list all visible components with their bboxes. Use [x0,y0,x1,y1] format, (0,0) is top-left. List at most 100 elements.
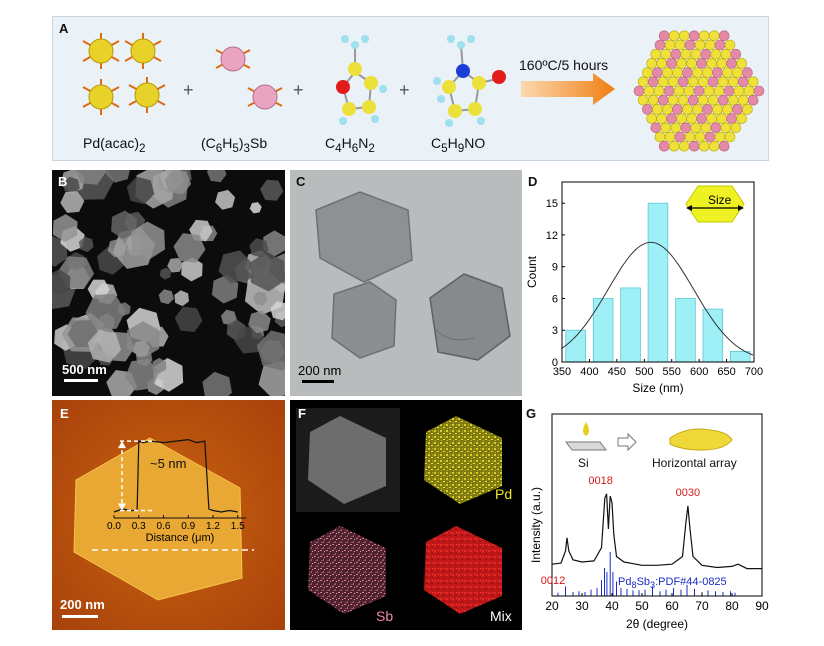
product-atom [726,113,737,124]
product-atom [696,113,707,124]
histogram-bar [675,298,696,363]
product-atom [714,39,726,51]
sem-nanoplate [126,176,155,205]
result-label: Horizontal array [652,456,737,470]
sem-nanoplate [174,290,189,307]
product-atom [687,76,699,88]
product-atom [706,113,717,124]
product-atom [662,104,673,115]
product-atom [684,39,696,51]
product-atom [633,85,645,97]
product-atom [696,58,707,69]
product-atom [686,113,697,124]
product-atom [690,122,702,134]
product-atom [658,30,670,42]
histogram-bar [702,308,724,363]
product-atom [710,122,722,134]
product-atom [663,85,675,97]
x-tick-label: 30 [575,599,589,613]
product-atom [714,131,726,143]
product-atom [737,94,749,106]
reagent-pd-acac: Pd(acac)2 [83,135,146,155]
sem-nanoplate [87,279,110,299]
product-atom [732,104,743,115]
product-atom [698,140,710,152]
nmp-molecule-icon [433,35,506,127]
product-atom [643,85,655,97]
y-tick-label: 9 [552,262,558,274]
product-atom [742,104,753,115]
product-atom [664,131,676,143]
sem-nanoplates-image [52,170,285,396]
pd-map-label: Pd [495,486,513,502]
y-tick-label: 12 [546,230,558,242]
sem-nanoplate [62,176,80,195]
product-atom [708,30,720,42]
product-atom [724,131,736,143]
product-atom [697,94,709,106]
product-atom [680,122,692,134]
product-atom [654,39,666,51]
x-tick-label: 350 [553,366,571,378]
panel-d-label: D [528,174,538,189]
product-atom [704,39,716,51]
height-profile-line [113,438,238,513]
product-atom [730,48,742,60]
product-atom [650,122,662,134]
peak-label: 0030 [676,487,700,499]
product-atom [670,122,682,134]
product-atom [720,48,732,60]
product-atom [724,39,736,51]
xrd-pattern-chart: 20 30 40 50 60 70 80 90 2θ (degree) Intensity (a.… [529,413,769,631]
x-tick-label: 0.3 [132,521,146,532]
product-atom [726,58,737,69]
x-tick-label: 700 [745,366,763,378]
scale-bar [302,380,334,383]
x-tick-label: 50 [635,599,649,613]
product-atom [646,58,657,69]
histogram-bar [565,329,586,363]
product-atom [668,140,680,152]
product-atom [682,67,693,78]
product-atom [660,122,672,134]
eds-maps-image [296,408,516,624]
x-tick-label: 550 [663,366,681,378]
sem-nanoplate [173,233,206,263]
size-distribution-chart: 350 400 450 500 550 600 650 700 0 3 6 9 12 15 Size (nm… [525,181,763,395]
product-atom [670,48,682,60]
product-atom [666,113,677,124]
product-atom [653,85,665,97]
product-atom [662,67,673,78]
synthesis-scheme-graphic [82,30,765,152]
x-tick-label: 600 [690,366,708,378]
sem-nanoplate [87,330,122,363]
sem-nanoplate [52,269,71,296]
sem-nanoplate [74,170,107,185]
product-atom [704,131,716,143]
sem-nanoplate [174,306,203,332]
panel-g-label: G [526,406,537,421]
product-atom [693,85,705,97]
product-atom [657,76,669,88]
sem-nanoplate [270,301,285,321]
sem-nanoplate [132,340,150,357]
mix-map-label: Mix [490,608,512,624]
x-tick-label: 1.5 [231,521,245,532]
product-atom [652,67,663,78]
product-atom [747,94,759,106]
sem-nanoplate [260,179,284,201]
product-atom [694,131,706,143]
product-atom [717,94,729,106]
product-atom [747,76,759,88]
peak-label: 0018 [588,475,612,487]
sem-nanoplate [60,191,85,213]
product-atom [723,85,735,97]
product-atom [707,94,719,106]
y-axis-label: Intensity (a.u.) [529,487,543,563]
product-atom [697,76,709,88]
x-tick-label: 90 [755,599,769,613]
peak-label: 0012 [541,575,565,587]
product-atom [676,58,687,69]
sem-nanoplate [263,230,285,257]
product-atom [708,140,720,152]
